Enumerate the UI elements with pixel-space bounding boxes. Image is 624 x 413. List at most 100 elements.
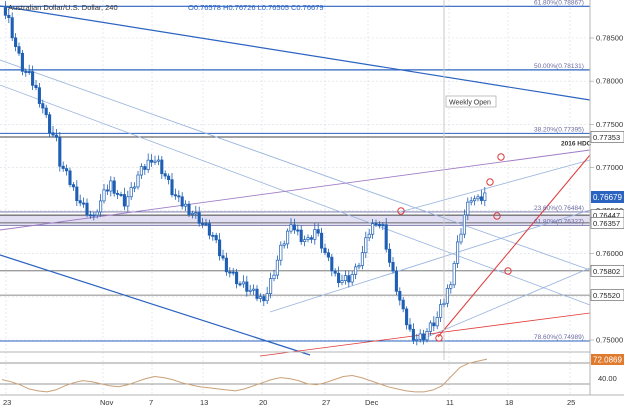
price-level-label: 0.75802 (593, 267, 620, 276)
candle-body (146, 159, 150, 170)
candle-body (367, 233, 371, 239)
candle-body (364, 237, 368, 254)
rsi-panel (0, 351, 590, 393)
trendline (437, 154, 591, 338)
candle-body (381, 224, 385, 227)
candle-body (177, 195, 181, 198)
candle-body (320, 232, 324, 249)
candle-body (258, 296, 262, 299)
vertical-grid (0, 0, 590, 395)
candle-body (432, 322, 436, 327)
time-tick-label: Nov (100, 398, 114, 407)
candle-body (371, 223, 375, 235)
trendline (0, 59, 591, 271)
candle-body (452, 263, 456, 286)
price-tick-label: 0.77500 (596, 120, 623, 129)
time-tick-label: Dec (365, 398, 379, 407)
trendline (399, 159, 591, 213)
candle-body (51, 132, 55, 136)
price-level-label: 0.76447 (593, 211, 620, 220)
candle-body (228, 271, 232, 274)
candle-body (109, 180, 113, 192)
candle-body (456, 241, 460, 264)
candles (3, 1, 487, 346)
candle-body (303, 239, 307, 242)
candle-body (309, 237, 313, 240)
time-tick-label: 13 (200, 398, 208, 407)
pivot-marker (397, 207, 405, 215)
ohlc-readout: O0.76578 H0.76726 L0.76505 C0.76679 (188, 3, 324, 12)
candle-body (466, 201, 470, 216)
candle-body (316, 229, 320, 234)
candle-body (306, 237, 310, 240)
candle-body (92, 214, 96, 217)
candle-body (422, 333, 426, 341)
fib-level-label: 50.00%(0.78131) (534, 63, 584, 70)
trendline (269, 209, 591, 313)
candle-body (445, 287, 449, 304)
candle-body (360, 252, 364, 266)
candle-body (469, 200, 473, 203)
fib-level-label: 78.60%(0.74989) (534, 334, 584, 341)
candle-body (17, 46, 21, 54)
candle-body (10, 17, 14, 39)
rsi-line (1, 358, 488, 393)
candle-body (415, 338, 419, 341)
candle-body (190, 212, 194, 215)
candle-body (187, 203, 191, 215)
candle-body (58, 137, 62, 167)
price-tick-label: 0.78000 (596, 77, 623, 86)
candle-body (255, 288, 259, 299)
candle-body (163, 173, 167, 177)
candle-body (54, 134, 58, 138)
candle-body (116, 192, 120, 195)
candle-body (337, 272, 341, 283)
fib-level-label: 38.20%(0.77395) (534, 126, 584, 133)
candle-body (459, 233, 463, 243)
candle-body (48, 114, 52, 134)
candle-body (156, 159, 160, 162)
candle-body (112, 180, 116, 194)
candle-body (286, 230, 290, 245)
candle-body (7, 14, 11, 18)
price-level-box (590, 131, 624, 143)
trendline (419, 267, 591, 341)
fib-text-labels: 61.80%(0.78867) 50.00%(0.78131) 38.20%(0.7… (534, 0, 584, 341)
candle-body (275, 259, 279, 276)
hdc-label: 2016 HDC (561, 141, 592, 148)
candle-body (473, 198, 477, 202)
candle-body (31, 71, 35, 86)
candle-body (377, 224, 381, 226)
candle-body (99, 200, 103, 213)
time-axis: 23 Nov 7 13 20 27 Dec 11 18 25 (3, 398, 575, 407)
candle-body (442, 302, 446, 305)
candle-body (153, 160, 157, 163)
fib-level-label: 61.80%(0.76327) (534, 218, 584, 225)
rsi-current-box (591, 354, 624, 365)
candle-body (218, 239, 222, 257)
candle-body (245, 281, 249, 292)
candle-body (129, 187, 133, 198)
candle-body (143, 166, 147, 170)
candle-body (180, 196, 184, 207)
candle-body (41, 103, 45, 109)
candle-body (231, 271, 235, 274)
current-price-box (591, 191, 624, 203)
candle-body (136, 174, 140, 188)
candle-body (401, 299, 405, 310)
price-tick-label: 0.75000 (596, 336, 623, 345)
candle-body (347, 275, 351, 283)
candle-body (3, 7, 7, 16)
candle-body (61, 165, 65, 169)
candle-body (296, 229, 300, 232)
candle-body (265, 293, 269, 302)
candle-body (211, 234, 215, 237)
candle-body (326, 252, 330, 258)
candle-body (34, 85, 38, 89)
price-tick-label: 0.77000 (596, 163, 623, 172)
candle-body (235, 271, 239, 285)
candle-body (279, 244, 283, 261)
fib-band (0, 215, 590, 226)
candle-body (476, 196, 480, 200)
